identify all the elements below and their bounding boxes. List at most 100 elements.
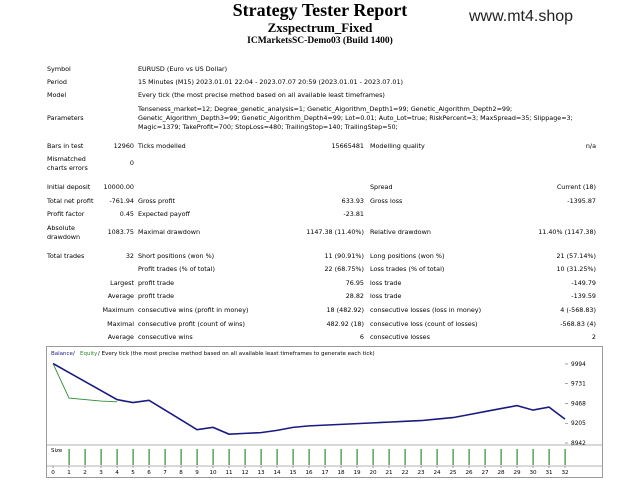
max-consecutive-losses-label: consecutive losses (loss in money) <box>370 306 482 314</box>
x-tick-label: 4 <box>115 470 119 476</box>
size-bar <box>84 449 86 465</box>
y-tick-label: 9468 <box>571 401 586 407</box>
profit-factor-label: Profit factor <box>47 210 85 218</box>
x-tick-label: 28 <box>497 470 505 476</box>
size-bar <box>516 449 518 465</box>
size-bar <box>356 449 358 465</box>
y-tick-label: 8942 <box>571 441 586 447</box>
x-tick-label: 26 <box>465 470 473 476</box>
average-consecutive-wins-value: 6 <box>359 333 364 341</box>
gross-profit-label: Gross profit <box>138 197 176 205</box>
size-bar <box>500 449 502 465</box>
x-tick-label: 11 <box>225 470 233 476</box>
largest-label: Largest <box>110 279 134 287</box>
ticks-label: Ticks modelled <box>138 142 186 150</box>
size-bar <box>276 449 278 465</box>
spread-label: Spread <box>370 183 393 191</box>
average-loss-value: -139.59 <box>571 292 596 300</box>
relative-drawdown-label: Relative drawdown <box>370 228 431 236</box>
x-tick-label: 29 <box>513 470 521 476</box>
y-tick-label: 9205 <box>571 421 586 427</box>
x-tick-label: 21 <box>385 470 393 476</box>
watermark-url: www.mt4.shop <box>469 8 574 25</box>
profit-factor-value: 0.45 <box>119 210 134 218</box>
x-tick-label: 30 <box>529 470 537 476</box>
maximal-drawdown-value: 1147.38 (11.40%) <box>306 228 364 236</box>
quality-value: n/a <box>585 142 596 150</box>
long-positions-label: Long positions (won %) <box>370 252 445 260</box>
balance-chart: Balance / Equity / Every tick (the most … <box>46 346 603 478</box>
net-profit-label: Total net profit <box>47 197 94 205</box>
model-label: Model <box>47 91 67 99</box>
x-tick-label: 10 <box>209 470 217 476</box>
x-tick-label: 24 <box>433 470 441 476</box>
x-tick-label: 8 <box>179 470 183 476</box>
ticks-value: 15665481 <box>331 142 364 150</box>
symbol-label: Symbol <box>47 65 71 73</box>
maximal-consecutive-loss-value: -568.83 (4) <box>560 320 596 328</box>
x-tick-label: 14 <box>273 470 281 476</box>
size-bar <box>148 449 150 465</box>
long-positions-value: 21 (57.14%) <box>556 252 596 260</box>
size-bar <box>308 449 310 465</box>
x-tick-label: 20 <box>369 470 377 476</box>
size-bar <box>420 449 422 465</box>
size-bar <box>452 449 454 465</box>
x-tick-label: 13 <box>257 470 265 476</box>
max-consecutive-wins-value: 18 (482.92) <box>326 306 364 314</box>
size-bar <box>244 449 246 465</box>
average-consecutive-wins-label: consecutive wins <box>138 333 193 341</box>
size-bar <box>548 449 550 465</box>
x-tick-label: 0 <box>51 470 55 476</box>
size-bar <box>196 449 198 465</box>
size-bar <box>132 449 134 465</box>
x-tick-label: 16 <box>305 470 313 476</box>
params-label: Parameters <box>47 114 84 122</box>
expected-payoff-value: -23.81 <box>343 210 364 218</box>
legend-balance: Balance <box>51 351 74 357</box>
size-bar <box>68 449 70 465</box>
average-consecutive-losses-label: consecutive losses <box>370 333 430 341</box>
maximum-label: Maximum <box>102 306 135 314</box>
x-tick-label: 5 <box>131 470 135 476</box>
x-tick-label: 25 <box>449 470 457 476</box>
size-bar <box>340 449 342 465</box>
short-positions-value: 11 (90.91%) <box>324 252 364 260</box>
bars-label: Bars in test <box>47 142 84 150</box>
x-tick-label: 2 <box>83 470 87 476</box>
quality-label: Modelling quality <box>370 142 425 150</box>
total-trades-label: Total trades <box>47 252 85 260</box>
average-profit-label: profit trade <box>138 292 175 300</box>
total-trades-value: 32 <box>125 252 134 260</box>
legend-separator: / <box>73 351 75 357</box>
loss-trades-label: Loss trades (% of total) <box>370 265 445 273</box>
x-tick-label: 6 <box>147 470 151 476</box>
x-tick-label: 32 <box>561 470 568 476</box>
x-tick-label: 9 <box>195 470 199 476</box>
profit-trades-value: 22 (68.75%) <box>324 265 364 273</box>
size-bar <box>228 449 230 465</box>
x-tick-label: 1 <box>67 470 71 476</box>
size-bar <box>292 449 294 465</box>
server-build: ICMarketsSC-Demo03 (Build 1400) <box>247 36 393 46</box>
x-tick-label: 17 <box>321 470 329 476</box>
largest-loss-value: -149.79 <box>571 279 596 287</box>
expert-name: Zxspectrum_Fixed <box>267 20 373 35</box>
balance-chart-svg: Balance / Equity / Every tick (the most … <box>47 351 602 476</box>
size-bar <box>100 449 102 465</box>
legend-equity: Equity <box>80 351 98 357</box>
x-tick-label: 7 <box>163 470 167 476</box>
y-tick-label: 9731 <box>571 382 586 388</box>
y-tick-label: 9994 <box>571 362 586 368</box>
mismatch-label-1: Mismatched <box>47 155 86 163</box>
size-bar <box>564 449 566 465</box>
mismatch-label-2: charts errors <box>47 164 88 172</box>
average-profit-value: 28.82 <box>345 292 364 300</box>
gross-profit-value: 633.93 <box>341 197 364 205</box>
size-bar <box>164 449 166 465</box>
deposit-label: Initial deposit <box>47 183 91 191</box>
loss-trades-value: 10 (31.25%) <box>556 265 596 273</box>
mismatch-value: 0 <box>129 159 134 167</box>
size-bar <box>388 449 390 465</box>
x-tick-label: 23 <box>417 470 425 476</box>
